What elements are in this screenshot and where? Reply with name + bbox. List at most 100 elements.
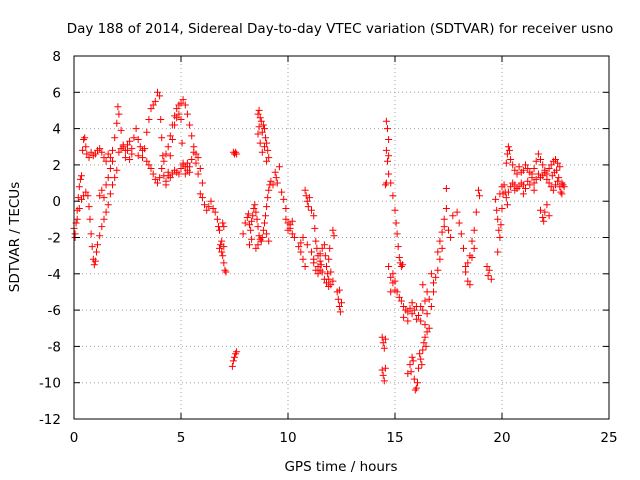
data-point	[503, 201, 511, 209]
data-point	[519, 181, 527, 189]
data-point	[117, 145, 125, 153]
data-point	[316, 257, 324, 265]
data-point	[440, 215, 448, 223]
data-point	[263, 203, 271, 211]
data-point	[233, 150, 241, 158]
data-point	[392, 219, 400, 227]
data-point	[430, 279, 437, 287]
data-point	[249, 212, 257, 220]
data-point	[71, 230, 79, 238]
data-point	[297, 239, 305, 247]
data-point	[412, 384, 420, 392]
data-point	[438, 228, 446, 236]
data-point	[427, 270, 435, 278]
data-point	[113, 166, 121, 174]
data-point	[449, 212, 457, 220]
data-point	[273, 179, 281, 187]
data-point	[378, 366, 386, 374]
data-point	[261, 143, 268, 151]
data-point	[541, 208, 549, 216]
data-point	[534, 170, 542, 178]
data-point	[411, 386, 419, 394]
data-point	[436, 237, 444, 245]
data-point	[156, 92, 164, 100]
data-point	[504, 143, 512, 151]
data-point	[106, 154, 114, 162]
data-point	[432, 273, 440, 281]
data-point	[311, 224, 319, 232]
data-point	[484, 272, 492, 280]
data-point	[218, 237, 226, 245]
data-point	[121, 154, 129, 162]
data-point	[421, 321, 429, 329]
data-point	[166, 174, 174, 182]
data-point	[430, 288, 437, 296]
data-point	[547, 161, 555, 169]
data-point	[530, 165, 538, 172]
data-point	[254, 110, 262, 118]
data-point	[554, 177, 562, 185]
data-point	[143, 157, 151, 165]
data-point	[262, 212, 269, 220]
data-point	[106, 190, 114, 198]
data-point	[265, 154, 273, 162]
data-point	[330, 232, 338, 240]
data-point	[483, 263, 491, 270]
data-point	[549, 186, 557, 194]
data-point	[397, 297, 405, 305]
data-point	[265, 237, 273, 245]
data-point	[515, 183, 523, 191]
data-point	[219, 252, 227, 260]
data-point	[168, 136, 176, 143]
data-point	[192, 159, 200, 167]
data-point	[427, 303, 435, 310]
data-point	[158, 165, 166, 172]
data-point	[183, 159, 191, 167]
x-tick-label: 10	[279, 430, 296, 446]
data-point	[382, 146, 390, 154]
data-point	[104, 174, 112, 182]
data-point	[188, 132, 196, 140]
data-point	[384, 157, 391, 165]
data-point	[522, 185, 529, 192]
data-point	[530, 179, 538, 187]
data-point	[220, 259, 228, 267]
data-point	[387, 179, 395, 187]
data-point	[384, 125, 391, 133]
data-point	[194, 170, 202, 178]
data-point	[406, 361, 414, 369]
data-point	[391, 277, 399, 285]
data-point	[318, 244, 326, 252]
data-point	[275, 163, 283, 171]
data-point	[162, 177, 170, 185]
data-point	[186, 121, 194, 129]
data-point	[299, 234, 307, 241]
data-point	[502, 194, 510, 202]
y-tick-labels: -12 -10 -8 -6 -4 -2 0 2 4 6 8	[39, 49, 61, 428]
y-tick-label: -8	[48, 339, 61, 355]
data-point	[102, 181, 110, 189]
data-point	[314, 263, 322, 270]
data-point	[316, 250, 324, 258]
data-point	[160, 157, 168, 165]
data-point	[334, 295, 342, 303]
data-point	[282, 215, 290, 223]
data-point	[114, 103, 122, 111]
data-point	[251, 201, 259, 209]
data-point	[220, 243, 228, 251]
data-point	[455, 219, 463, 227]
data-point	[179, 96, 187, 104]
data-point	[100, 194, 108, 202]
data-point	[93, 248, 100, 256]
data-point	[209, 205, 217, 212]
data-points	[70, 88, 568, 394]
data-point	[532, 175, 540, 183]
data-point	[252, 244, 260, 252]
x-tick-label: 5	[177, 430, 186, 446]
data-point	[175, 110, 183, 118]
data-point	[196, 190, 204, 198]
data-point	[222, 268, 230, 276]
data-point	[415, 312, 422, 319]
data-point	[258, 234, 266, 241]
data-point	[192, 150, 200, 158]
